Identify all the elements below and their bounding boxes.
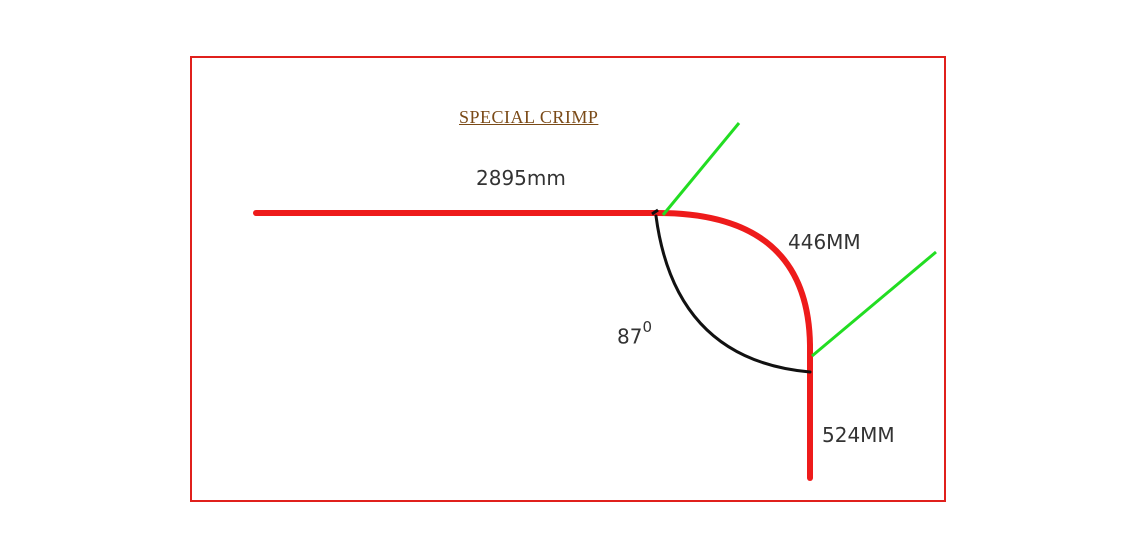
angle-label: 870 — [617, 318, 652, 349]
angle-degree-mark: 0 — [642, 318, 652, 336]
drawing-frame — [190, 56, 946, 502]
drawing-title: SPECIAL CRIMP — [459, 107, 599, 127]
angle-arc — [654, 214, 812, 374]
dimension-label-straight-top: 2895mm — [476, 166, 566, 190]
angle-arc-tick-top — [651, 208, 659, 216]
leader-line-bottom — [811, 250, 937, 358]
dimension-label-bend-arc: 446MM — [788, 230, 861, 254]
angle-value: 87 — [617, 324, 643, 349]
bend-arc-segment — [655, 210, 813, 348]
dimension-label-straight-down: 524MM — [822, 423, 895, 447]
leader-line-top — [661, 122, 741, 216]
